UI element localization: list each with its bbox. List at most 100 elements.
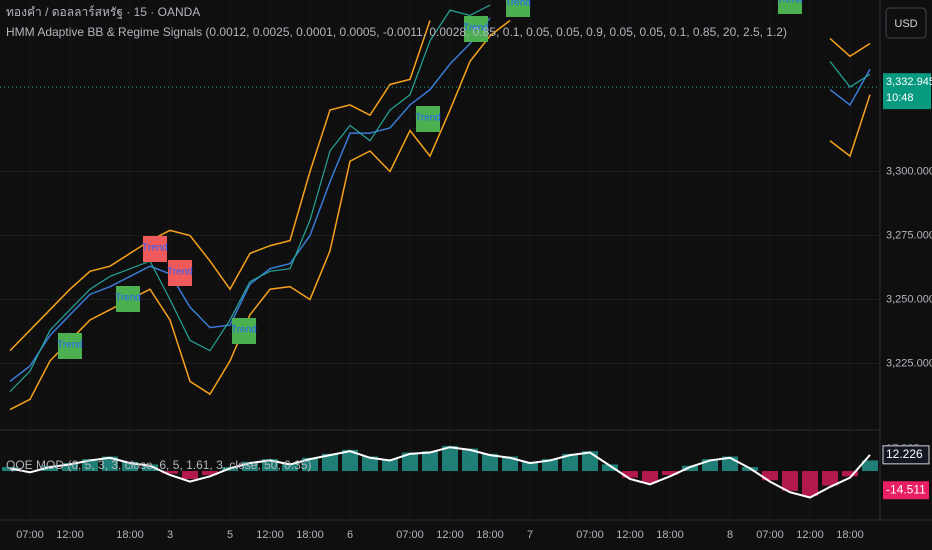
- price-badge: [882, 445, 930, 465]
- x-tick-label: 5: [227, 529, 233, 541]
- series-line: [829, 61, 871, 88]
- signal-label: Trend: [167, 267, 193, 278]
- histogram-bar: [142, 464, 158, 472]
- signal-box: [143, 236, 167, 262]
- histogram-bar: [442, 445, 458, 472]
- histogram-bar: [402, 452, 418, 472]
- x-tick-label: 12:00: [256, 529, 284, 541]
- histogram-bar: [262, 459, 278, 472]
- signal-label: Trend: [505, 0, 531, 9]
- y-tick-label: 3,275.000: [886, 229, 932, 241]
- histogram-bar: [782, 471, 798, 491]
- signal-label: Trend: [57, 340, 83, 351]
- x-tick-label: 3: [167, 529, 173, 541]
- y-tick-label: 3,250.000: [886, 293, 932, 305]
- histogram-bar: [522, 461, 538, 472]
- signal-label: Trend: [142, 243, 168, 254]
- price-badge-label: -14.511: [886, 482, 926, 496]
- signal-box: [464, 16, 488, 42]
- histogram-bar: [702, 459, 718, 472]
- histogram-bar: [562, 453, 578, 472]
- signal-box: [416, 106, 440, 132]
- series-line: [829, 37, 871, 58]
- histogram-bar: [342, 449, 358, 472]
- histogram-bar: [622, 471, 638, 478]
- series-line: [829, 68, 871, 107]
- currency-button[interactable]: [885, 7, 927, 39]
- currency[interactable]: USD: [894, 18, 917, 30]
- histogram-bar: [842, 471, 858, 477]
- histogram-bar: [822, 471, 838, 486]
- signal-box: [116, 286, 140, 312]
- signal-box: [506, 0, 530, 17]
- x-tick-label: 18:00: [296, 529, 324, 541]
- histogram-bar: [862, 460, 878, 472]
- x-tick-label: 12:00: [436, 529, 464, 541]
- x-tick-label: 07:00: [576, 529, 604, 541]
- histogram-bar: [102, 456, 118, 472]
- histogram-bar: [462, 448, 478, 472]
- histogram-bar: [82, 459, 98, 472]
- last-price-badge: [883, 73, 931, 110]
- histogram-bar: [122, 461, 138, 472]
- x-tick-label: 8: [727, 529, 733, 541]
- histogram-bar: [642, 471, 658, 483]
- series-line: [9, 446, 871, 499]
- histogram-bar: [202, 471, 218, 475]
- histogram-bar: [422, 451, 438, 472]
- x-tick-label: 12:00: [616, 529, 644, 541]
- x-tick-label: 7: [527, 529, 533, 541]
- signal-label: Trend: [115, 293, 141, 304]
- x-tick-label: 07:00: [16, 529, 44, 541]
- series-line: [829, 94, 871, 158]
- series-line: [9, 4, 491, 393]
- histogram-bar: [502, 456, 518, 472]
- histogram-bar: [322, 453, 338, 472]
- histogram-bar: [802, 471, 818, 497]
- x-tick-label: 18:00: [656, 529, 684, 541]
- series-line: [9, 19, 511, 411]
- signal-box: [232, 318, 256, 344]
- symbol-title: ทองคำ / ดอลลาร์สหรัฐ · 15 · OANDA: [6, 5, 200, 19]
- histogram-bar: [182, 471, 198, 479]
- histogram-bar: [482, 453, 498, 472]
- histogram-bar: [42, 465, 58, 472]
- price-badge: [883, 481, 929, 500]
- histogram-bar: [62, 463, 78, 472]
- x-tick-label: 6: [347, 529, 353, 541]
- x-tick-label: 12:00: [56, 529, 84, 541]
- histogram-bar: [242, 461, 258, 472]
- indicator-title: HMM Adaptive BB & Regime Signals (0.0012…: [6, 25, 787, 39]
- series-line: [9, 20, 431, 352]
- x-tick-label: 07:00: [396, 529, 424, 541]
- histogram-bar: [282, 463, 298, 472]
- price-badge-label: 12.226: [886, 447, 923, 461]
- x-tick-label: 18:00: [836, 529, 864, 541]
- histogram-bar: [382, 459, 398, 472]
- last-price: 3,332.945: [886, 76, 932, 88]
- histogram-bar: [542, 459, 558, 472]
- signal-label: Trend: [777, 0, 803, 6]
- signal-box: [778, 0, 802, 14]
- series-line: [9, 17, 491, 382]
- countdown: 10:48: [886, 92, 914, 104]
- histogram-bar: [662, 471, 678, 475]
- histogram-bar: [762, 471, 778, 481]
- signal-label: Trend: [415, 113, 441, 124]
- histogram-bar: [602, 464, 618, 472]
- x-tick-label: 07:00: [756, 529, 784, 541]
- x-tick-label: 18:00: [476, 529, 504, 541]
- histogram-bar: [162, 471, 178, 474]
- signal-box: [58, 333, 82, 359]
- signal-label: Trend: [231, 325, 257, 336]
- x-tick-label: 12:00: [796, 529, 824, 541]
- x-tick-label: 18:00: [116, 529, 144, 541]
- y-tick-label: 3,300.000: [886, 165, 932, 177]
- oscillator-title: QQE MOD (6, 5, 3, 3, close, 6, 5, 1.61, …: [6, 458, 311, 472]
- histogram-bar: [682, 465, 698, 472]
- y-tick-label: 3,225.000: [886, 357, 932, 369]
- signal-label: Trend: [463, 23, 489, 34]
- signal-box: [168, 260, 192, 286]
- histogram-bar: [362, 456, 378, 472]
